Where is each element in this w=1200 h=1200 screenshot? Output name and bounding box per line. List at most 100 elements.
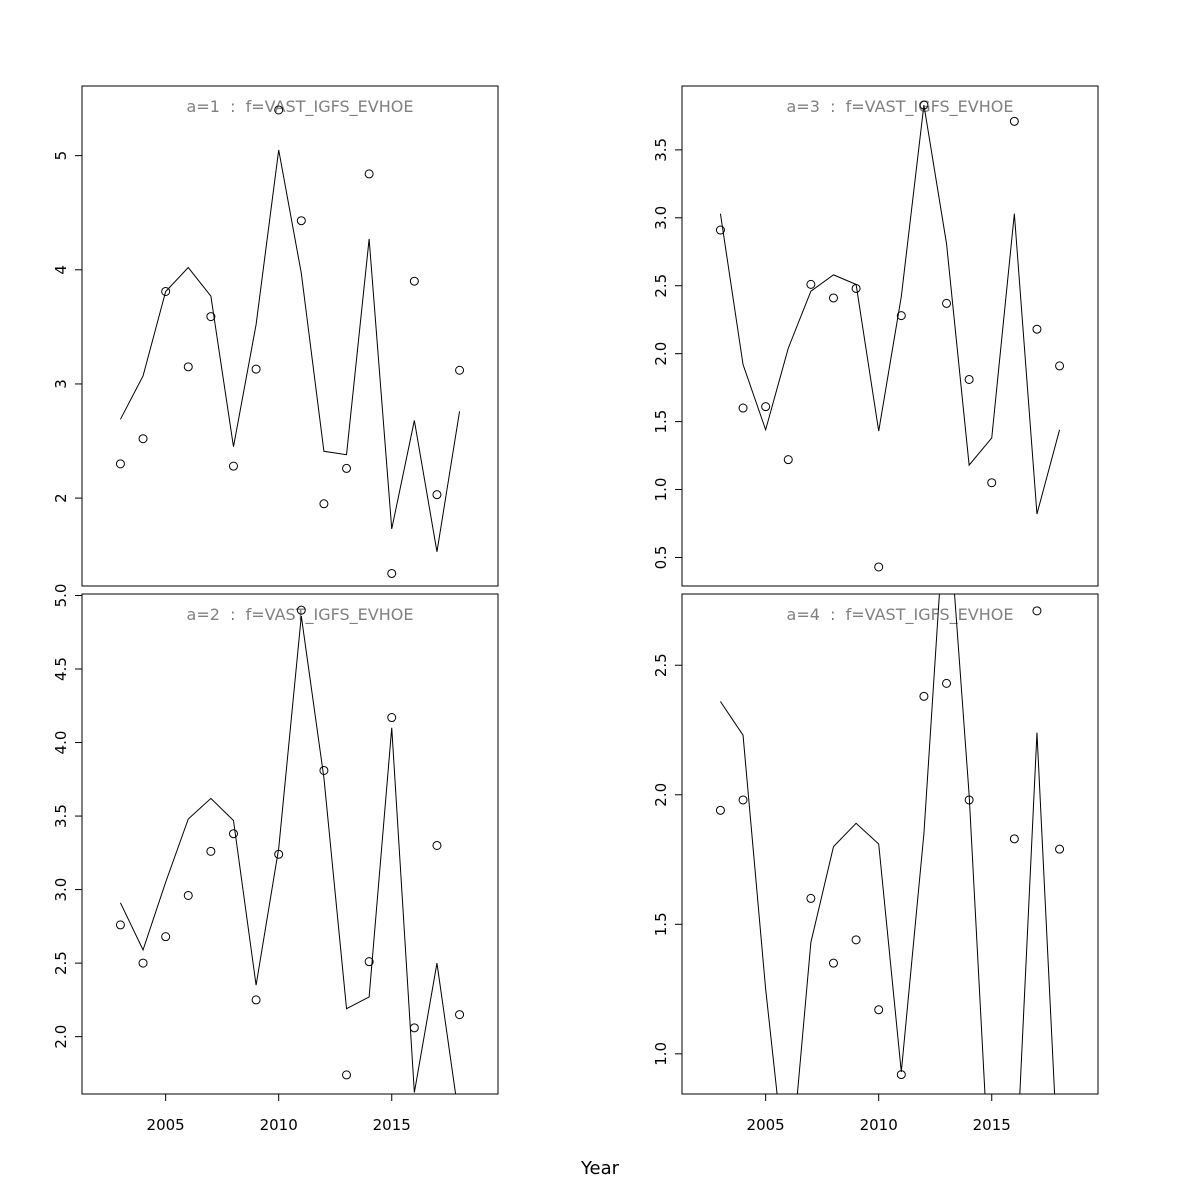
y-tick-label: 5: [52, 151, 70, 161]
panel-a4: a=4 : f=VAST_IGFS_EVHOE 1.0 1.5 2.0 2.5 2005…: [652, 593, 1099, 1134]
y-tick-label: 2.5: [652, 653, 670, 677]
y-tick-label: 2: [52, 493, 70, 503]
x-tick-label: 2010: [860, 1116, 898, 1134]
y-tick-label: 4: [52, 265, 70, 275]
observed-point: [319, 765, 329, 775]
observed-point: [896, 311, 906, 321]
observed-point: [296, 216, 306, 226]
panel-title: a=4 : f=VAST_IGFS_EVHOE: [787, 605, 1014, 625]
panel-title: a=2 : f=VAST_IGFS_EVHOE: [187, 605, 414, 625]
fitted-series-line: [119, 149, 461, 552]
observed-point: [115, 459, 125, 469]
observed-point: [715, 225, 725, 235]
observed-point: [183, 890, 193, 900]
observed-point: [942, 298, 952, 308]
panel-a1: a=1 : f=VAST_IGFS_EVHOE 2 3 4 5: [52, 85, 499, 587]
y-tick-label: 5.0: [52, 584, 70, 608]
y-tick-label: 3.0: [52, 878, 70, 902]
x-tick-label: 2015: [973, 1116, 1011, 1134]
observed-point: [1032, 324, 1042, 334]
observed-point: [1055, 361, 1065, 371]
panel-frame: [681, 85, 1099, 587]
observed-point: [455, 365, 465, 375]
panel-a3: a=3 : f=VAST_IGFS_EVHOE 0.5 1.0 1.5 2.0 2.5 3…: [652, 85, 1099, 587]
panel-frame: [81, 593, 499, 1095]
x-tick-label: 2015: [373, 1116, 411, 1134]
observed-point: [296, 605, 306, 615]
observed-point: [806, 279, 816, 289]
observed-point: [761, 402, 771, 412]
x-tick-label: 2005: [147, 1116, 185, 1134]
observed-point: [828, 293, 838, 303]
observed-point: [919, 100, 929, 110]
y-tick-label: 1.5: [652, 912, 670, 936]
observed-point: [851, 283, 861, 293]
plot-area: [115, 105, 465, 578]
observed-point: [715, 805, 725, 815]
y-tick-label: 1.0: [652, 478, 670, 502]
y-tick-label: 2.0: [652, 342, 670, 366]
observed-point: [206, 846, 216, 856]
plot-area: [115, 605, 465, 1094]
observed-point: [251, 995, 261, 1005]
panel-frame: [81, 85, 499, 587]
x-tick-label: 2010: [260, 1116, 298, 1134]
observed-point: [364, 957, 374, 967]
observed-point: [161, 286, 171, 296]
observed-point: [806, 893, 816, 903]
fitted-series-line: [719, 104, 1061, 515]
observed-point: [251, 364, 261, 374]
observed-point: [138, 958, 148, 968]
y-tick-label: 0.5: [652, 546, 670, 570]
observed-point: [274, 849, 284, 859]
y-tick-label: 4.5: [52, 657, 70, 681]
observed-point: [161, 932, 171, 942]
observed-point: [987, 478, 997, 488]
y-tick-label: 3.0: [652, 206, 670, 230]
fitted-series-line: [720, 594, 1056, 1094]
y-tick-label: 3: [52, 379, 70, 389]
observed-point: [1055, 844, 1065, 854]
observed-point: [942, 678, 952, 688]
observed-point: [896, 1070, 906, 1080]
observed-point: [874, 562, 884, 572]
observed-point: [387, 568, 397, 578]
observed-point: [783, 455, 793, 465]
y-tick-label: 3.5: [52, 804, 70, 828]
panel-title: a=3 : f=VAST_IGFS_EVHOE: [787, 97, 1014, 117]
observed-point: [115, 920, 125, 930]
observed-point: [455, 1010, 465, 1020]
panel-frame: [681, 593, 1099, 1095]
panel-a2: a=2 : f=VAST_IGFS_EVHOE 2.0 2.5 3.0 3.5 4.0 4…: [52, 584, 499, 1134]
observed-point: [828, 958, 838, 968]
observed-point: [851, 935, 861, 945]
observed-point: [409, 1023, 419, 1033]
x-axis-label: Year: [580, 1158, 620, 1179]
observed-point: [964, 795, 974, 805]
y-tick-label: 3.5: [652, 138, 670, 162]
observed-point: [964, 374, 974, 384]
observed-point: [342, 463, 352, 473]
observed-point: [387, 713, 397, 723]
y-tick-label: 1.5: [652, 410, 670, 434]
plot-area: [715, 594, 1065, 1094]
fitted-series-line: [119, 615, 457, 1094]
plot-area: [715, 100, 1065, 572]
observed-point: [319, 499, 329, 509]
observed-point: [274, 105, 284, 115]
y-tick-label: 2.5: [52, 951, 70, 975]
observed-point: [138, 434, 148, 444]
observed-point: [919, 691, 929, 701]
observed-point: [874, 1005, 884, 1015]
y-tick-label: 2.0: [52, 1025, 70, 1049]
observed-point: [206, 312, 216, 322]
y-tick-label: 1.0: [652, 1042, 670, 1066]
observed-point: [342, 1070, 352, 1080]
y-tick-label: 2.0: [652, 783, 670, 807]
observed-point: [432, 840, 442, 850]
y-tick-label: 4.0: [52, 731, 70, 755]
observed-point: [1009, 834, 1019, 844]
observed-point: [432, 490, 442, 500]
observed-point: [364, 169, 374, 179]
